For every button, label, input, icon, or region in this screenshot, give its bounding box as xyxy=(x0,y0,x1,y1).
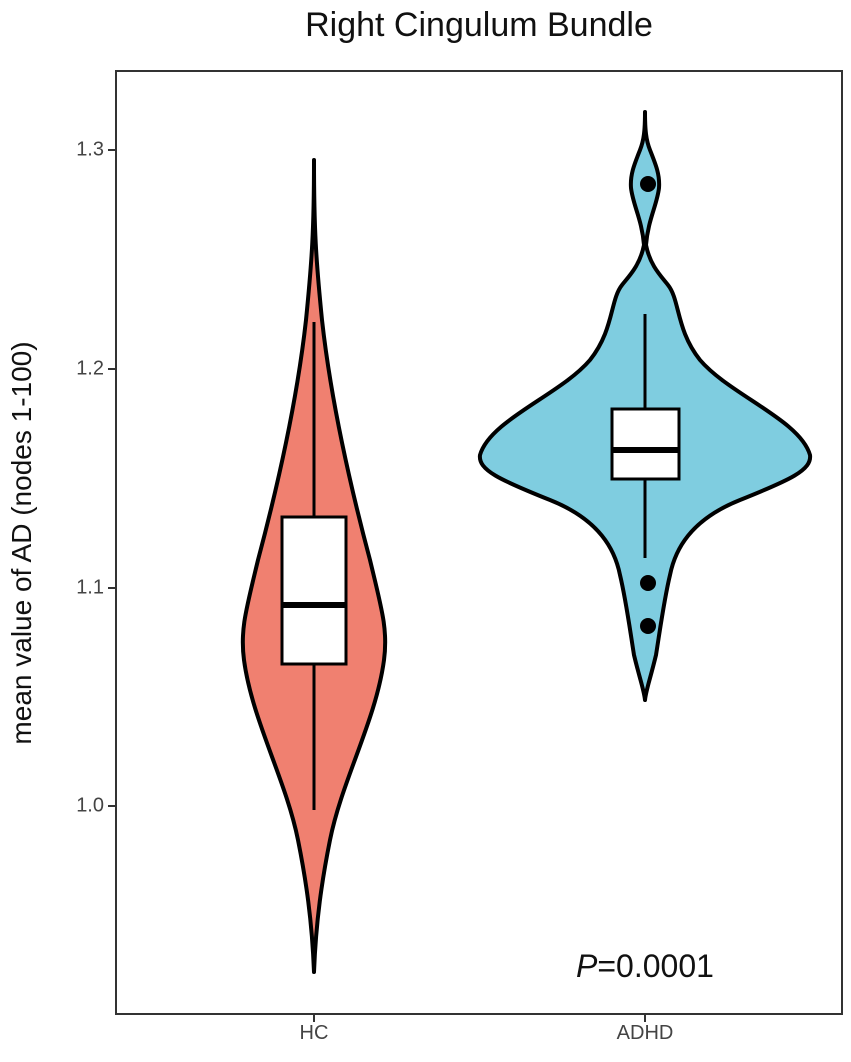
x-axis-ticks xyxy=(313,1014,646,1022)
boxplot-adhd xyxy=(610,314,681,558)
y-tick-label: 1.3 xyxy=(76,138,104,161)
outlier-point xyxy=(640,575,656,591)
p-equals: = xyxy=(597,948,617,984)
p-value: 0.0001 xyxy=(616,948,714,984)
y-tick-label: 1.1 xyxy=(76,576,104,599)
p-symbol: P xyxy=(576,948,598,984)
panel-border xyxy=(115,70,843,1015)
x-tick-label-hc: HC xyxy=(299,1022,329,1044)
chart-title: Right Cingulum Bundle xyxy=(305,6,653,44)
outliers-adhd xyxy=(640,176,656,634)
p-value-annotation: P=0.0001 xyxy=(576,948,714,985)
y-axis-ticks xyxy=(108,149,116,807)
boxplot-hc xyxy=(280,322,348,810)
outlier-point xyxy=(640,618,656,634)
y-tick-label: 1.0 xyxy=(76,794,104,817)
outlier-point xyxy=(640,176,656,192)
y-tick-label: 1.2 xyxy=(76,357,104,380)
x-tick-label-adhd: ADHD xyxy=(616,1022,674,1044)
